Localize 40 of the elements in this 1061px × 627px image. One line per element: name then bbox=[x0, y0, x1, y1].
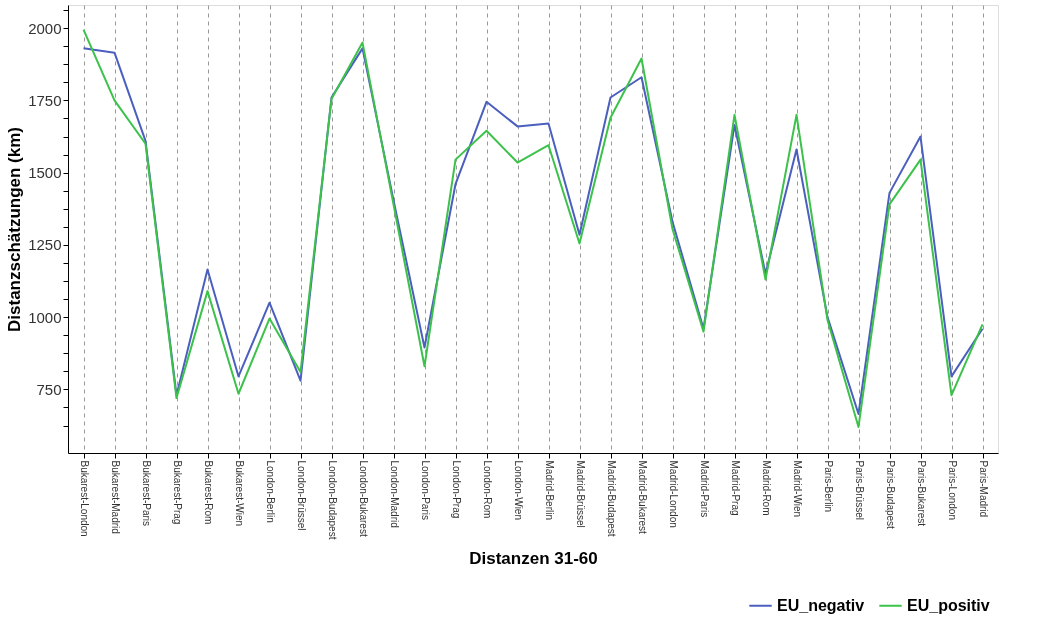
legend-label: EU_positiv bbox=[907, 596, 990, 614]
x-tick-label: Madrid-Prag bbox=[730, 460, 741, 516]
x-tick-label: Bukarest-Prag bbox=[172, 460, 183, 525]
x-tick-label: London-Brüssel bbox=[296, 460, 307, 531]
y-tick-label: 1500 bbox=[28, 164, 62, 182]
x-tick-label: Bukarest-Madrid bbox=[110, 460, 121, 534]
x-tick-label: Madrid-London bbox=[668, 460, 679, 528]
x-tick-label: London-Paris bbox=[420, 460, 431, 520]
x-tick-label: London-Prag bbox=[451, 460, 462, 519]
x-tick-label: Madrid-Brüssel bbox=[575, 460, 586, 528]
y-tick-label: 1750 bbox=[28, 91, 62, 109]
x-tick-label: Bukarest-Wien bbox=[234, 460, 245, 527]
y-axis-title: Distanzschätzungen (km) bbox=[5, 127, 25, 332]
x-tick-label: London-Bukarest bbox=[358, 460, 369, 537]
x-tick-label: Madrid-Berlin bbox=[544, 460, 555, 520]
x-tick-label: London-Madrid bbox=[389, 460, 400, 528]
x-tick-label: Paris-London bbox=[947, 460, 958, 520]
x-tick-label: Paris-Bukarest bbox=[916, 460, 927, 527]
x-tick-label: London-Rom bbox=[482, 460, 493, 519]
y-tick-label: 1000 bbox=[28, 308, 62, 326]
x-tick-label: Madrid-Rom bbox=[761, 460, 772, 516]
x-tick-label: Paris-Brüssel bbox=[854, 460, 865, 520]
y-tick-label: 1250 bbox=[28, 236, 62, 254]
x-tick-label: Paris-Budapest bbox=[885, 460, 896, 530]
x-tick-label: Bukarest-Rom bbox=[203, 460, 214, 525]
x-tick-label: Madrid-Wien bbox=[792, 460, 803, 518]
x-tick-label: London-Wien bbox=[513, 460, 524, 520]
x-tick-label: Paris-Berlin bbox=[823, 460, 834, 513]
x-tick-label: Bukarest-Paris bbox=[141, 460, 152, 527]
x-tick-label: Madrid-Budapest bbox=[606, 460, 617, 537]
x-axis-title: Distanzen 31-60 bbox=[469, 549, 598, 569]
x-tick-label: London-Budapest bbox=[327, 460, 338, 540]
x-tick-label: Bukarest-London bbox=[79, 460, 90, 537]
y-tick-label: 2000 bbox=[28, 19, 62, 37]
x-tick-label: Paris-Madrid bbox=[978, 460, 989, 518]
x-tick-label: London-Berlin bbox=[265, 460, 276, 523]
x-tick-label: Madrid-Paris bbox=[699, 460, 710, 518]
y-tick-label: 750 bbox=[36, 380, 62, 398]
legend-label: EU_negativ bbox=[777, 596, 865, 614]
x-tick-label: Madrid-Bukarest bbox=[637, 460, 648, 535]
